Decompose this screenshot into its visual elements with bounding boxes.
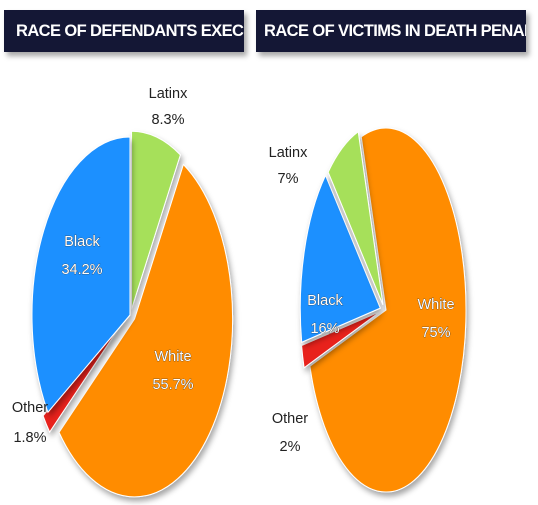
chart-1-value-white: 55.7% — [152, 377, 193, 393]
chart-2-label-other: Other — [272, 411, 308, 427]
chart-2-title: RACE OF VICTIMS IN DEATH PENALTY CASES — [264, 22, 526, 40]
chart-2-value-other: 2% — [280, 439, 301, 455]
chart-2-slice-white — [309, 127, 467, 493]
chart-2-value-white: 75% — [421, 325, 450, 341]
chart-1-label-other: Other — [12, 400, 48, 416]
chart-2-slice-latinx — [327, 130, 384, 306]
chart-1-slice-other — [42, 318, 126, 434]
chart-1-title: RACE OF DEFENDANTS EXECUTED — [16, 22, 244, 40]
chart-1-title-banner: RACE OF DEFENDANTS EXECUTED — [4, 10, 244, 52]
chart-1-slice-white — [58, 163, 234, 498]
chart-1-slice-latinx — [131, 130, 181, 310]
chart-2-title-banner: RACE OF VICTIMS IN DEATH PENALTY CASES — [256, 10, 526, 52]
chart-2-label-latinx: Latinx — [269, 145, 308, 161]
chart-2-label-white: White — [417, 297, 454, 313]
slice-labels: Latinx 8.3% White 55.7% Other 1.8% Black 34.2% W… — [12, 86, 455, 455]
defendants-pie — [31, 130, 234, 498]
chart-2-value-black: 16% — [310, 321, 339, 337]
chart-2-slice-black — [299, 174, 381, 343]
chart-1-label-white: White — [154, 349, 191, 365]
chart-1-value-black: 34.2% — [61, 262, 102, 278]
chart-1-label-black: Black — [64, 234, 100, 250]
chart-1-label-latinx: Latinx — [149, 86, 188, 102]
victims-pie — [299, 127, 467, 493]
chart-1-value-other: 1.8% — [13, 430, 46, 446]
chart-1-value-latinx: 8.3% — [151, 112, 184, 128]
chart-2-label-black: Black — [307, 293, 343, 309]
chart-2-value-latinx: 7% — [278, 171, 299, 187]
chart-2-slice-other — [301, 311, 381, 369]
chart-1-slice-black — [31, 136, 131, 414]
